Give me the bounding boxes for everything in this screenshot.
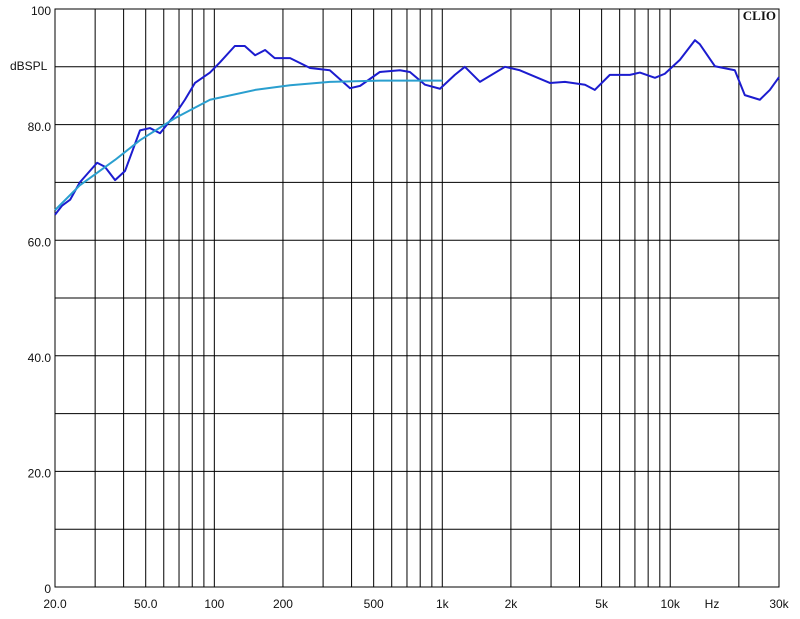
y-tick-label: 80.0	[28, 120, 52, 134]
x-tick-label: 30k	[769, 597, 789, 611]
brand-box	[740, 9, 778, 25]
y-tick-label: 100	[31, 4, 51, 18]
x-tick-label: 50.0	[134, 597, 158, 611]
x-tick-label: 100	[204, 597, 224, 611]
y-tick-label: 0	[44, 582, 51, 596]
x-tick-label: 1k	[436, 597, 450, 611]
x-axis-label: Hz	[705, 597, 720, 611]
brand: CLIO	[743, 8, 776, 23]
x-tick-label: 200	[273, 597, 293, 611]
y-tick-label: 40.0	[28, 351, 52, 365]
y-tick-label: 20.0	[28, 467, 52, 481]
y-tick-label: 60.0	[28, 235, 52, 249]
x-tick-label: 2k	[505, 597, 519, 611]
x-tick-label: 5k	[595, 597, 609, 611]
x-tick-label: 20.0	[43, 597, 67, 611]
y-axis-label: dBSPL	[10, 59, 48, 73]
x-tick-label: 500	[364, 597, 384, 611]
response-line	[54, 79, 443, 211]
response-line	[54, 39, 780, 216]
x-tick-label: 10k	[661, 597, 681, 611]
